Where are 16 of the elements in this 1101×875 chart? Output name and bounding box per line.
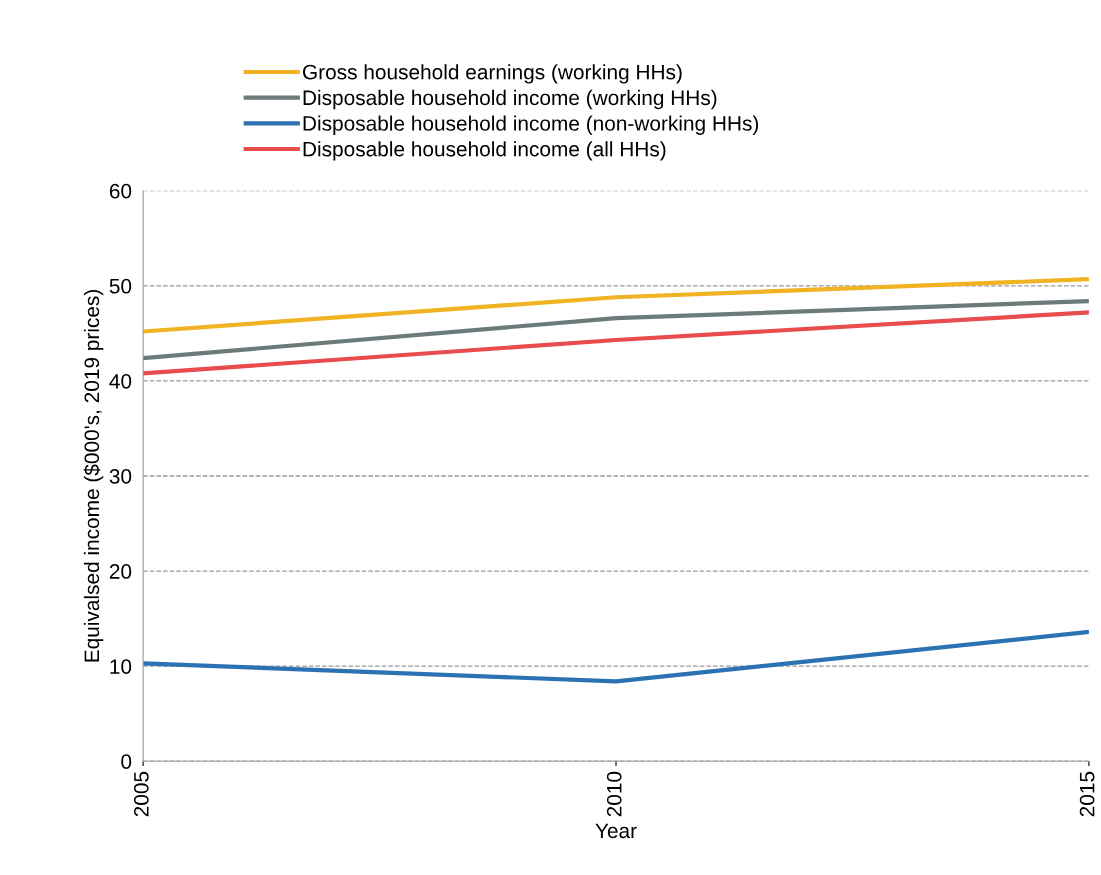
y-axis-title: Equivalsed income ($000's, 2019 prices)	[83, 290, 104, 662]
legend-label: Gross household earnings (working HHs)	[303, 64, 682, 84]
y-tick-label: 30	[109, 469, 132, 484]
y-tick-label: 60	[109, 183, 132, 199]
y-tick-label: 50	[109, 278, 132, 294]
legend-label: Disposable household income (non-working HHs)	[303, 115, 759, 135]
x-axis-title: Year	[595, 823, 637, 839]
y-tick-label: 20	[109, 564, 132, 579]
x-tick-label: 2005	[133, 771, 149, 817]
x-tick-label: 2015	[1079, 771, 1095, 817]
y-tick-label: 40	[109, 373, 132, 389]
legend-label: Disposable household income (all HHs)	[303, 141, 666, 161]
legend-label: Disposable household income (working HHs)	[303, 89, 717, 110]
x-tick-label: 2010	[606, 771, 622, 817]
y-tick-label: 0	[121, 754, 132, 769]
y-tick-label: 10	[110, 659, 132, 674]
